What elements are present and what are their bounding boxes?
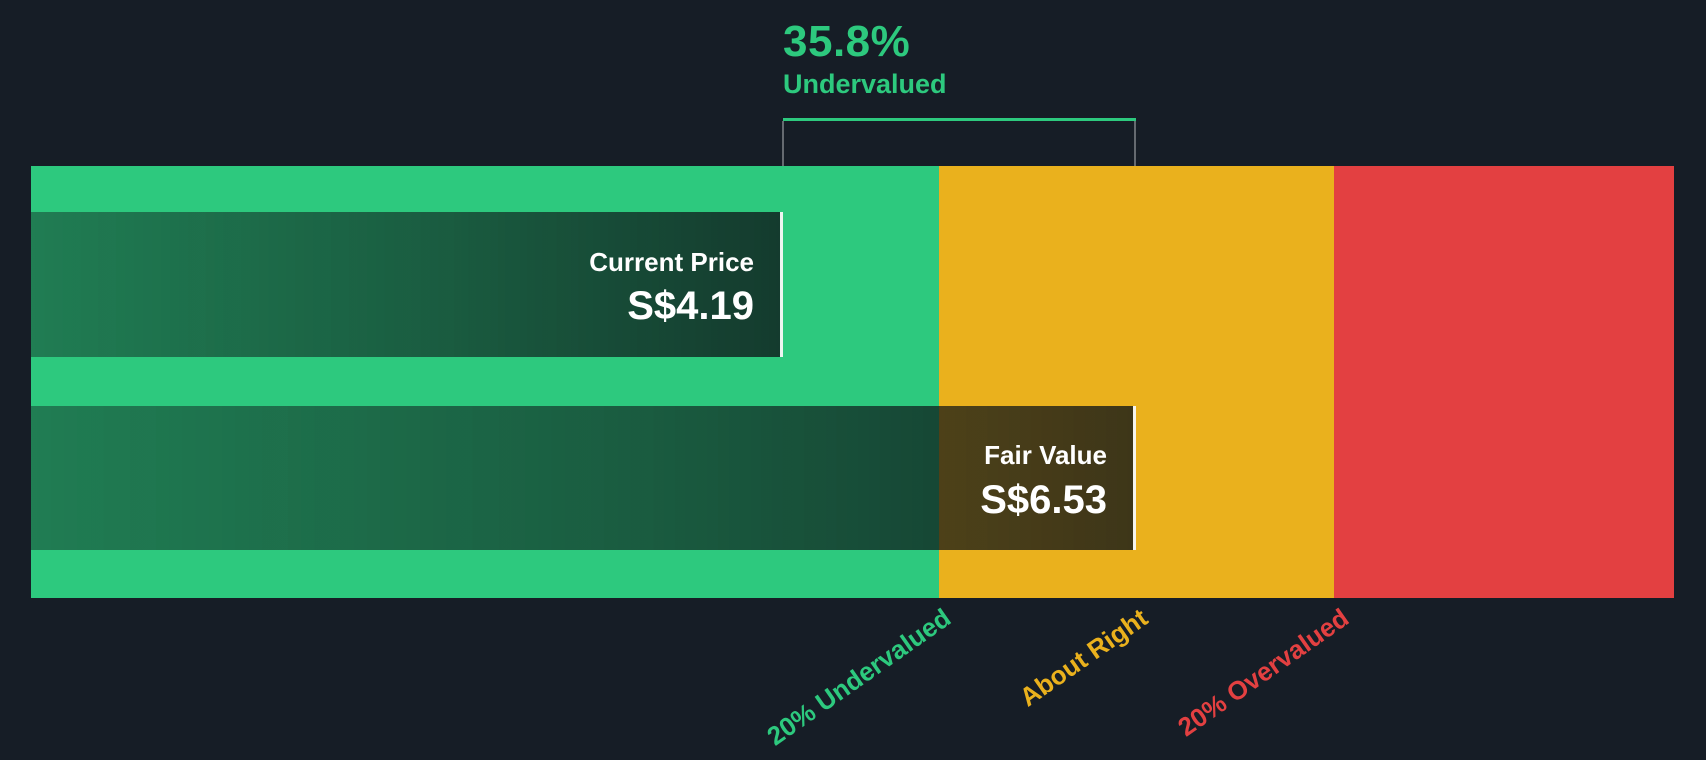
current-price-label: Current Price [589,246,754,277]
discount-status: Undervalued [783,69,947,99]
fair-value-label: Fair Value [984,440,1107,471]
fair-value-bar: Fair Value S$6.53 [31,406,1136,550]
discount-percent: 35.8% [783,17,911,66]
fair-value-value: S$6.53 [980,477,1107,522]
bracket-line [783,118,1136,121]
zone-overvalued [1334,166,1674,598]
current-price-value: S$4.19 [627,284,754,329]
axis-label-undervalued: 20% Undervalued [761,602,957,752]
current-price-bar: Current Price S$4.19 [31,212,783,357]
